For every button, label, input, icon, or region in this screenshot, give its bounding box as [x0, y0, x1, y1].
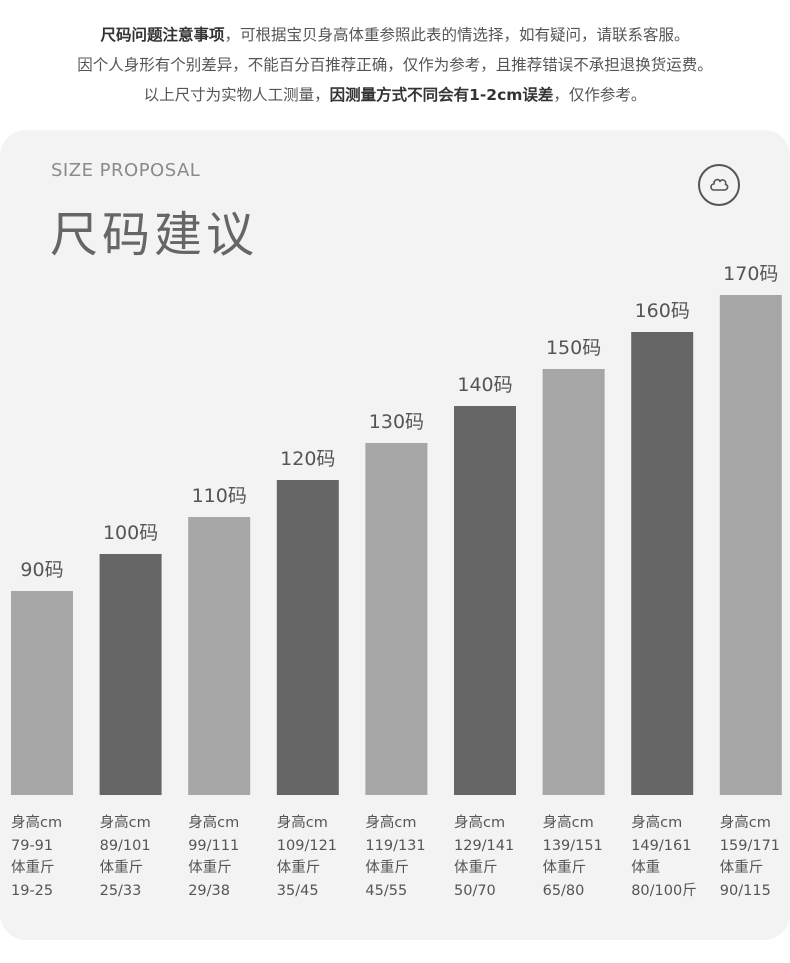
bar-5	[365, 443, 428, 795]
bar-label-2: 100码	[103, 522, 158, 544]
bar-label-8: 160码	[635, 300, 690, 322]
bar-label-3: 110码	[192, 485, 247, 507]
page-title: 尺码建议	[50, 207, 259, 263]
size-info-height-label: 身高cm	[454, 815, 506, 831]
size-info-weight: 65/80	[542, 883, 585, 900]
bar-label-6: 140码	[457, 374, 512, 396]
size-info-height-label: 身高cm	[719, 815, 771, 831]
size-info-weight-label: 体重斤	[276, 860, 321, 877]
size-info-weight-label: 体重斤	[188, 860, 232, 877]
size-info-weight-label: 体重斤	[719, 860, 764, 877]
bar-7	[542, 369, 605, 795]
notice-line-2: 因个人身形有个别差异，不能百分百推荐正确，仅作为参考，且推荐错误不承担退换货运费…	[77, 56, 713, 74]
size-info-height: 99/111	[188, 837, 240, 854]
notice-line-3-pre: 以上尺寸为实物人工测量，	[143, 86, 330, 104]
notice-line-3-emphasis: 因测量方式不同会有1-2cm误差	[329, 86, 554, 104]
size-info-weight: 90/115	[719, 883, 771, 900]
size-info-height: 129/141	[454, 837, 515, 854]
size-info-6: 身高cm 129/141 体重斤 50/70	[454, 812, 544, 903]
bar-1	[11, 591, 73, 795]
size-info-height: 139/151	[542, 837, 603, 854]
size-info-7: 身高cm 139/151 体重斤 65/80	[543, 812, 633, 903]
bar-label-5: 130码	[369, 411, 424, 433]
notice-block: 尺码问题注意事项，可根据宝贝身高体重参照此表的情选择，如有疑问，请联系客服。 因…	[0, 20, 790, 110]
notice-line-1: 尺码问题注意事项，可根据宝贝身高体重参照此表的情选择，如有疑问，请联系客服。	[0, 20, 790, 50]
size-info-weight: 29/38	[188, 883, 230, 900]
size-info-height-label: 身高cm	[99, 815, 151, 831]
bar-label-7: 150码	[546, 337, 601, 359]
size-info-8: 身高cm 149/161 体重 80/100斤	[631, 812, 721, 903]
size-info-3: 身高cm 99/111 体重斤 29/38	[188, 812, 278, 903]
size-info-height-label: 身高cm	[188, 815, 240, 831]
size-info-5: 身高cm 119/131 体重斤 45/55	[365, 812, 455, 903]
size-info-weight-label: 体重	[631, 860, 661, 877]
cloud-logo-icon	[698, 164, 740, 206]
size-info-height: 89/101	[99, 837, 151, 854]
size-info-weight-label: 体重斤	[542, 860, 587, 877]
bar-9	[719, 295, 782, 795]
size-info-weight: 25/33	[99, 883, 142, 900]
size-info-weight-label: 体重斤	[365, 860, 409, 877]
size-info-height-label: 身高cm	[631, 815, 683, 831]
bar-6	[454, 406, 516, 795]
size-info-weight: 19-25	[11, 883, 54, 900]
bar-4	[276, 480, 339, 795]
size-info-height: 119/131	[365, 837, 426, 854]
size-info-2: 身高cm 89/101 体重斤 25/33	[100, 812, 190, 903]
bar-8	[631, 332, 694, 795]
bar-3	[188, 517, 251, 795]
size-info-height-label: 身高cm	[11, 815, 63, 831]
size-info-weight-label: 体重斤	[454, 860, 498, 877]
size-info-weight-label: 体重斤	[11, 860, 55, 877]
notice-line-1-text: ，可根据宝贝身高体重参照此表的情选择，如有疑问，请联系客服。	[224, 26, 690, 44]
bar-2	[99, 554, 162, 795]
size-info-weight: 35/45	[276, 883, 319, 900]
size-info-weight: 50/70	[454, 883, 496, 900]
bar-label-1: 90码	[20, 559, 63, 581]
size-info-height-label: 身高cm	[542, 815, 594, 831]
size-info-4: 身高cm 109/121 体重斤 35/45	[277, 812, 367, 903]
size-info-height-label: 身高cm	[365, 815, 417, 831]
bar-label-9: 170码	[723, 263, 778, 285]
size-info-9: 身高cm 159/171 体重斤 90/115	[720, 812, 790, 903]
size-info-height: 79-91	[11, 837, 54, 854]
size-info-height: 109/121	[276, 837, 338, 854]
bar-label-4: 120码	[280, 448, 335, 470]
size-info-height: 159/171	[719, 837, 781, 854]
notice-heading: 尺码问题注意事项	[100, 26, 225, 44]
size-info-weight-label: 体重斤	[99, 860, 144, 877]
size-info-weight: 45/55	[365, 883, 408, 900]
section-label: SIZE PROPOSAL	[51, 160, 201, 181]
size-info-height: 149/161	[631, 837, 692, 854]
notice-line-3: 以上尺寸为实物人工测量，因测量方式不同会有1-2cm误差，仅作参考。	[0, 80, 790, 110]
size-info-height-label: 身高cm	[276, 815, 328, 831]
size-info-1: 身高cm 79-91 体重斤 19-25	[11, 812, 101, 903]
size-info-weight: 80/100斤	[631, 883, 697, 900]
notice-line-3-post: ，仅作参考。	[553, 86, 647, 104]
